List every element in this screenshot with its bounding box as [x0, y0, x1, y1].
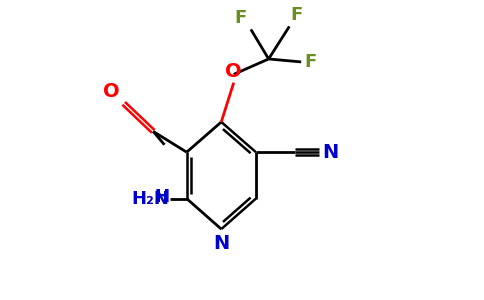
Text: H: H — [154, 188, 169, 206]
Text: O: O — [226, 62, 242, 81]
Text: H₂N: H₂N — [131, 190, 169, 208]
Text: F: F — [291, 6, 303, 24]
Text: F: F — [305, 53, 317, 71]
Text: N: N — [213, 234, 229, 254]
Text: O: O — [103, 82, 119, 101]
Text: F: F — [234, 9, 246, 27]
Text: H: H — [154, 188, 169, 206]
Text: N: N — [322, 143, 339, 162]
